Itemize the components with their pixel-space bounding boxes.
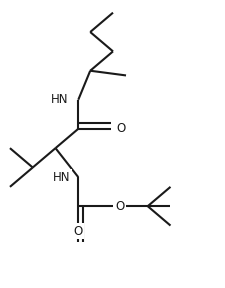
Text: O: O bbox=[115, 122, 125, 135]
Text: O: O bbox=[73, 225, 83, 238]
Text: HN: HN bbox=[51, 93, 68, 106]
Text: O: O bbox=[114, 200, 124, 213]
Text: HN: HN bbox=[53, 171, 70, 184]
